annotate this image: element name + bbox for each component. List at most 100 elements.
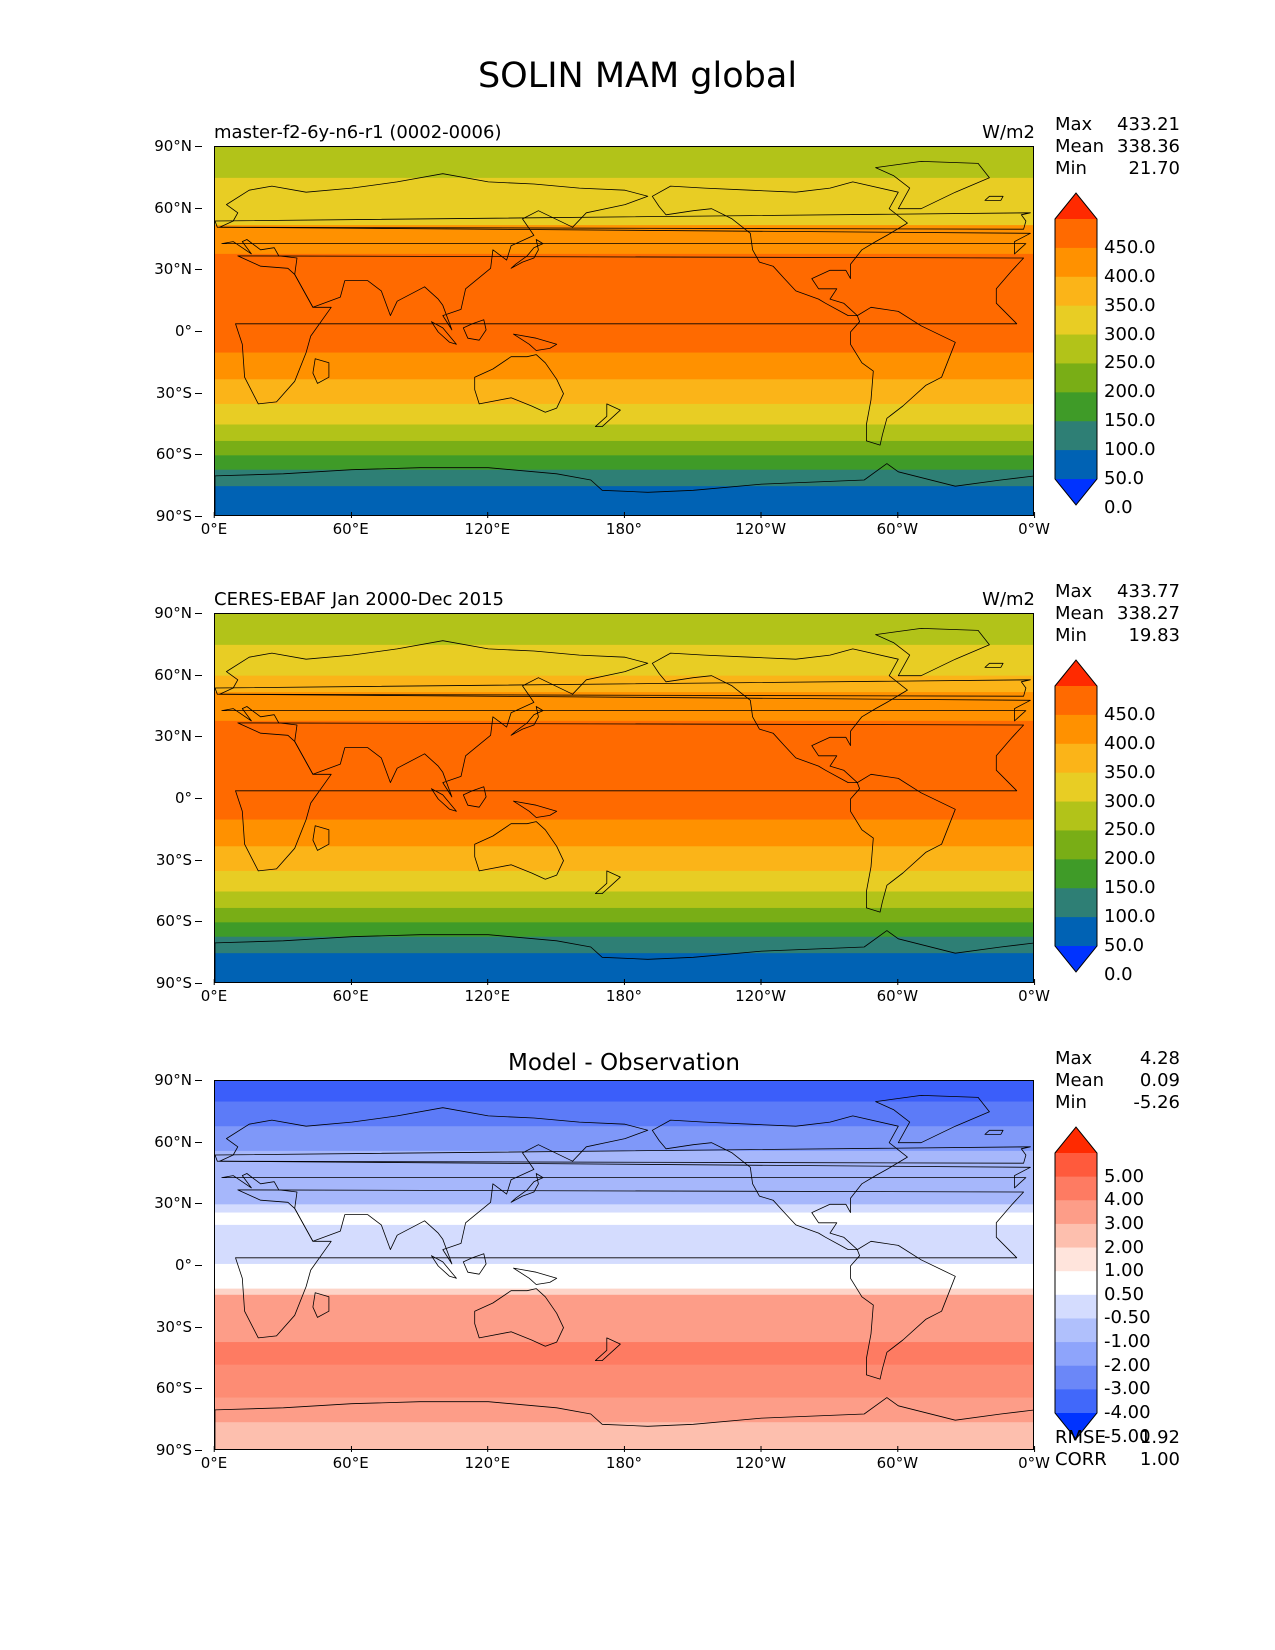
stat-label: Mean — [1055, 1070, 1105, 1091]
contour-band — [215, 1294, 1033, 1343]
stat-label: Min — [1055, 1092, 1087, 1113]
stat-label: Max — [1055, 114, 1093, 135]
coastline-antarctica — [215, 930, 1033, 982]
colorbar-segment — [1055, 1223, 1097, 1249]
stat-value: 338.27 — [1117, 603, 1180, 624]
corr-row: CORR 1.00 — [1055, 1449, 1180, 1471]
colorbar-tick-label: 300.0 — [1104, 323, 1156, 345]
colorbar-tick-label: 400.0 — [1104, 732, 1156, 754]
coastline-north-america — [651, 648, 908, 784]
colorbar-segment — [1055, 1342, 1097, 1367]
lon-tick-label: 0°E — [200, 979, 228, 1005]
lon-tick-label: 180° — [605, 1446, 643, 1472]
lon-tick-label: 60°E — [332, 512, 369, 538]
colorbar-extend-max — [1055, 1127, 1097, 1153]
lon-tick-label: 60°E — [332, 979, 369, 1005]
stat-value: 338.36 — [1117, 136, 1180, 157]
lat-tick-label: 90°S — [155, 507, 203, 525]
colorbar — [1054, 192, 1098, 506]
coastline-madagascar — [312, 825, 330, 851]
coastline-iceland — [984, 662, 1004, 668]
stat-value: 0.09 — [1139, 1070, 1180, 1091]
contour-band — [215, 720, 1033, 821]
contour-band — [215, 692, 1033, 722]
colorbar-tick-label: 450.0 — [1104, 236, 1156, 258]
stat-value: 21.70 — [1128, 158, 1180, 179]
colorbar-tick-label: 0.0 — [1104, 496, 1133, 518]
colorbar-outline — [1054, 659, 1098, 973]
colorbar-segment — [1055, 1153, 1097, 1178]
coastline-borneo — [462, 319, 487, 341]
coastline-australia — [474, 821, 564, 880]
stats-box: Max 433.77 Mean 338.27 Min 19.83 — [1055, 581, 1180, 647]
colorbar-segment — [1055, 1271, 1097, 1296]
lon-tick-label: 0°W — [1018, 979, 1050, 1005]
colorbar-segment — [1055, 743, 1097, 774]
coastline-borneo — [462, 1253, 487, 1275]
coastline-iceland — [984, 1129, 1004, 1135]
contour-band — [215, 936, 1033, 954]
lon-tick-label: 180° — [605, 979, 643, 1005]
contour-band — [215, 819, 1033, 847]
coastline-new-zealand — [594, 870, 621, 895]
panel-title-left: master-f2-6y-n6-r1 (0002-0006) — [214, 122, 502, 143]
coastline-madagascar — [312, 1292, 330, 1318]
lat-tick-label: 90°S — [155, 974, 203, 992]
map-canvas — [215, 147, 1033, 515]
colorbar-outline — [1054, 192, 1098, 506]
panel-test: master-f2-6y-n6-r1 (0002-0006) W/m2 Max 433… — [0, 114, 1275, 592]
lat-tick-label: 90°N — [154, 1071, 202, 1089]
lon-tick-label: 120°E — [464, 1446, 511, 1472]
colorbar-segment — [1055, 1247, 1097, 1272]
map-area — [214, 613, 1034, 983]
stat-label: Mean — [1055, 603, 1105, 624]
lat-tick-label: 30°N — [154, 1194, 202, 1213]
coastline-new-guinea — [512, 800, 558, 818]
units-label: W/m2 — [982, 589, 1035, 610]
coastline-new-zealand — [594, 1337, 621, 1362]
colorbar-segment — [1055, 1176, 1097, 1201]
colorbar-tick-label: 0.0 — [1104, 963, 1133, 985]
lon-tick-label: 60°E — [332, 1446, 369, 1472]
lat-tick-label: 30°N — [154, 260, 202, 279]
contour-band — [215, 403, 1033, 426]
coastline-sumatra — [430, 1255, 457, 1279]
contour-band — [215, 455, 1033, 471]
colorbar-segment — [1055, 1365, 1097, 1390]
coastline-australia — [474, 354, 564, 413]
lat-tick-label: 60°N — [154, 1132, 202, 1151]
map-canvas — [215, 1081, 1033, 1449]
map-canvas — [215, 614, 1033, 982]
stat-max: Max 4.28 — [1055, 1048, 1180, 1070]
colorbar-segment — [1055, 450, 1097, 480]
colorbar-tick-label: 250.0 — [1104, 819, 1156, 841]
contour-band — [215, 1101, 1033, 1127]
coastline-new-guinea — [512, 1267, 558, 1285]
colorbar-tick-label: 100.0 — [1104, 439, 1156, 461]
score-value: 1.92 — [1139, 1427, 1180, 1448]
stat-label: Min — [1055, 625, 1087, 646]
coastline-new-guinea — [512, 333, 558, 351]
colorbar — [1054, 1126, 1098, 1440]
coastline-japan — [510, 706, 544, 736]
coastline-eurasia — [219, 640, 1031, 798]
coastline-australia — [474, 1288, 564, 1347]
contour-band — [215, 177, 1033, 226]
stats-box: Max 4.28 Mean 0.09 Min -5.26 — [1055, 1048, 1180, 1114]
colorbar-tick-label: -3.00 — [1104, 1378, 1151, 1400]
contour-band — [215, 253, 1033, 354]
stat-min: Min 21.70 — [1055, 158, 1180, 180]
coastline-britain — [215, 1146, 1031, 1164]
colorbar-segment — [1055, 1389, 1097, 1414]
colorbar-tick-label: 400.0 — [1104, 265, 1156, 287]
colorbar-tick-label: -2.00 — [1104, 1354, 1151, 1376]
coastline-borneo — [462, 786, 487, 808]
stat-value: -5.26 — [1133, 1092, 1180, 1113]
contour-band — [215, 846, 1033, 872]
lon-tick-label: 0°E — [200, 512, 228, 538]
colorbar-tick-label: 5.00 — [1104, 1165, 1145, 1187]
stats-box: Max 433.21 Mean 338.36 Min 21.70 — [1055, 114, 1180, 180]
colorbar-tick-label: 4.00 — [1104, 1189, 1145, 1211]
map-area — [214, 1080, 1034, 1450]
contour-band — [215, 424, 1033, 442]
